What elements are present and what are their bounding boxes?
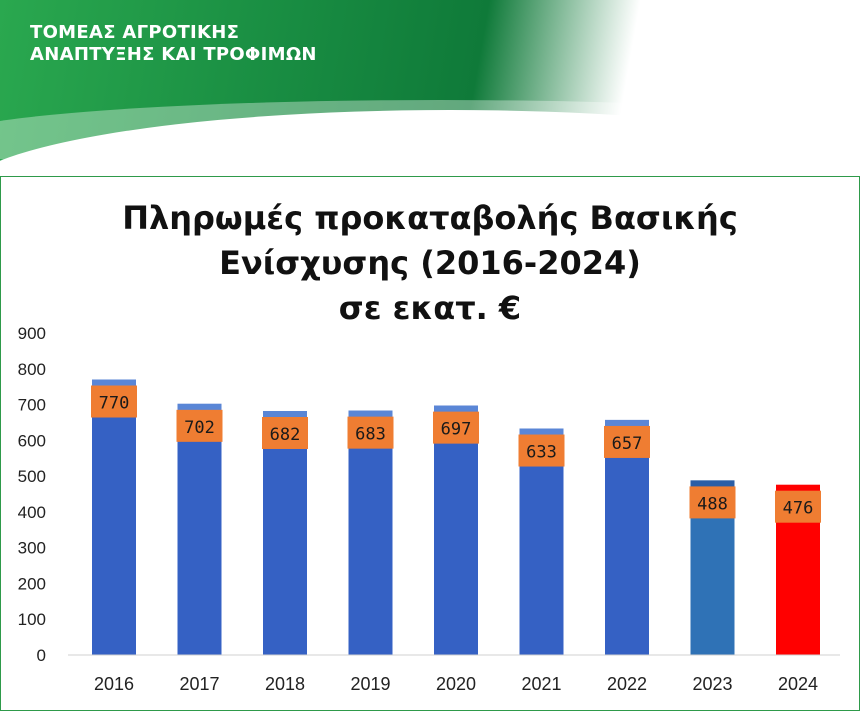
data-label-box-2024 — [775, 490, 821, 523]
data-label-2024: 476 — [783, 499, 814, 519]
bar-cap-2021 — [519, 428, 564, 437]
bar-cap-2023 — [690, 480, 735, 489]
bar-2016 — [92, 379, 136, 655]
data-label-box-2020 — [433, 411, 479, 444]
x-tick-label-2022: 2022 — [607, 674, 647, 694]
bar-cap-2020 — [434, 405, 478, 414]
chart-title: Πληρωμές προκαταβολής Βασικής Ενίσχυσης … — [122, 199, 738, 327]
sun-icon — [738, 30, 812, 62]
x-tick-label-2024: 2024 — [778, 674, 818, 694]
y-tick-label: 500 — [18, 467, 46, 486]
data-label-2019: 683 — [355, 425, 386, 445]
data-label-2023: 488 — [697, 494, 728, 514]
y-tick-label: 600 — [18, 431, 46, 450]
x-tick-label-2017: 2017 — [179, 674, 219, 694]
data-label-2017: 702 — [184, 418, 215, 438]
brand-name: ΠΑΣΟΚ — [739, 60, 811, 80]
data-label-box-2022 — [604, 425, 650, 458]
y-tick-label: 800 — [18, 360, 46, 379]
x-tick-label-2019: 2019 — [350, 674, 390, 694]
y-tick-label: 300 — [18, 539, 46, 558]
data-label-2016: 770 — [99, 394, 130, 414]
bar-cap-2022 — [605, 419, 649, 428]
data-label-2018: 682 — [270, 425, 301, 445]
x-tick-label-2020: 2020 — [436, 674, 476, 694]
bar-cap-2019 — [348, 410, 393, 419]
y-tick-label: 700 — [18, 396, 46, 415]
data-label-2022: 657 — [612, 434, 643, 454]
x-tick-label-2023: 2023 — [692, 674, 732, 694]
data-label-box-2021 — [518, 434, 565, 467]
data-label-box-2017 — [176, 409, 223, 442]
data-label-2020: 697 — [441, 420, 472, 440]
data-label-box-2016 — [91, 385, 137, 418]
y-tick-label: 0 — [37, 646, 46, 665]
data-label-box-2019 — [347, 416, 394, 449]
bar-2017 — [177, 403, 222, 655]
bar-cap-2017 — [177, 403, 222, 412]
data-label-box-2023 — [689, 486, 736, 519]
data-label-2021: 633 — [526, 443, 557, 463]
x-tick-label-2021: 2021 — [521, 674, 561, 694]
x-tick-label-2018: 2018 — [265, 674, 305, 694]
bar-2022 — [605, 419, 649, 655]
bar-2019 — [348, 410, 393, 655]
header-banner: ΤΟΜΕΑΣ ΑΓΡΟΤΙΚΗΣ ΑΝΑΠΤΥΞΗΣ ΚΑΙ ΤΡΟΦΙΜΩΝ … — [0, 0, 860, 170]
y-tick-label: 900 — [18, 324, 46, 343]
x-tick-label-2016: 2016 — [94, 674, 134, 694]
bar-2018 — [263, 410, 307, 655]
y-tick-label: 200 — [18, 574, 46, 593]
bar-cap-2018 — [263, 410, 307, 419]
data-label-box-2018 — [262, 416, 308, 449]
bar-2020 — [434, 405, 478, 655]
sector-title: ΤΟΜΕΑΣ ΑΓΡΟΤΙΚΗΣ ΑΝΑΠΤΥΞΗΣ ΚΑΙ ΤΡΟΦΙΜΩΝ — [30, 22, 317, 65]
brand-motto: Κίνημα Αλλαγής — [738, 81, 812, 91]
y-tick-label: 400 — [18, 503, 46, 522]
y-tick-label: 100 — [18, 610, 46, 629]
bar-cap-2016 — [92, 379, 136, 388]
party-logo: ΠΑΣΟΚ Κίνημα Αλλαγής — [720, 30, 830, 100]
